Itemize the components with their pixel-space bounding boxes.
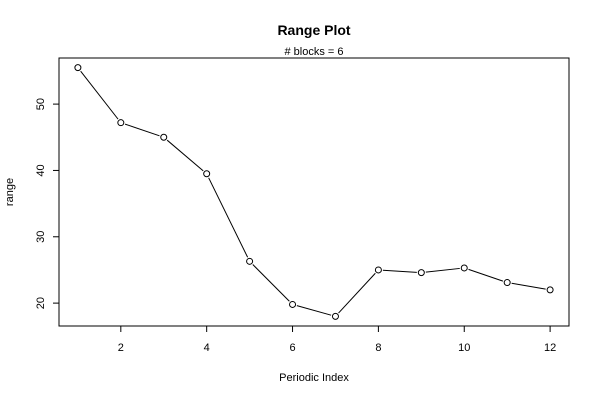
- data-point: [117, 119, 125, 127]
- series-segment: [124, 123, 160, 137]
- data-point: [289, 300, 297, 308]
- data-point: [460, 264, 468, 272]
- data-point: [374, 266, 382, 274]
- data-point: [203, 170, 211, 178]
- chart-title: Range Plot: [277, 22, 350, 38]
- x-axis-label: Periodic Index: [279, 372, 349, 384]
- data-point: [74, 64, 82, 72]
- x-tick-label: 12: [544, 342, 556, 354]
- y-tick-label: 40: [35, 164, 47, 176]
- data-point: [246, 257, 254, 265]
- x-tick-label: 8: [375, 342, 381, 354]
- y-tick-label: 50: [35, 98, 47, 110]
- series-segment: [511, 282, 546, 290]
- data-point: [417, 269, 425, 277]
- x-axis: 2 4 6 8 10 12: [118, 326, 556, 354]
- series-segment: [208, 177, 249, 258]
- series-segment: [296, 305, 332, 316]
- data-point: [160, 133, 168, 141]
- y-tick-label: 20: [35, 297, 47, 309]
- x-tick-label: 2: [118, 342, 124, 354]
- y-axis-label: range: [4, 178, 16, 206]
- series-segment: [80, 70, 119, 120]
- series-segment: [338, 272, 376, 314]
- series-segment: [468, 268, 504, 282]
- y-tick-label: 30: [35, 231, 47, 243]
- data-points: [74, 64, 554, 320]
- series-line: [80, 70, 546, 316]
- data-point: [331, 312, 339, 320]
- data-point: [503, 279, 511, 287]
- x-tick-label: 10: [458, 342, 470, 354]
- series-segment: [166, 139, 204, 172]
- series-segment: [425, 267, 460, 273]
- chart-subtitle: # blocks = 6: [284, 46, 343, 58]
- series-segment: [252, 264, 290, 302]
- y-axis: 20 30 40 50: [35, 98, 59, 309]
- plot-area-frame: [58, 57, 570, 327]
- x-tick-label: 6: [289, 342, 295, 354]
- x-tick-label: 4: [204, 342, 210, 354]
- data-point: [546, 286, 554, 294]
- series-segment: [382, 269, 417, 273]
